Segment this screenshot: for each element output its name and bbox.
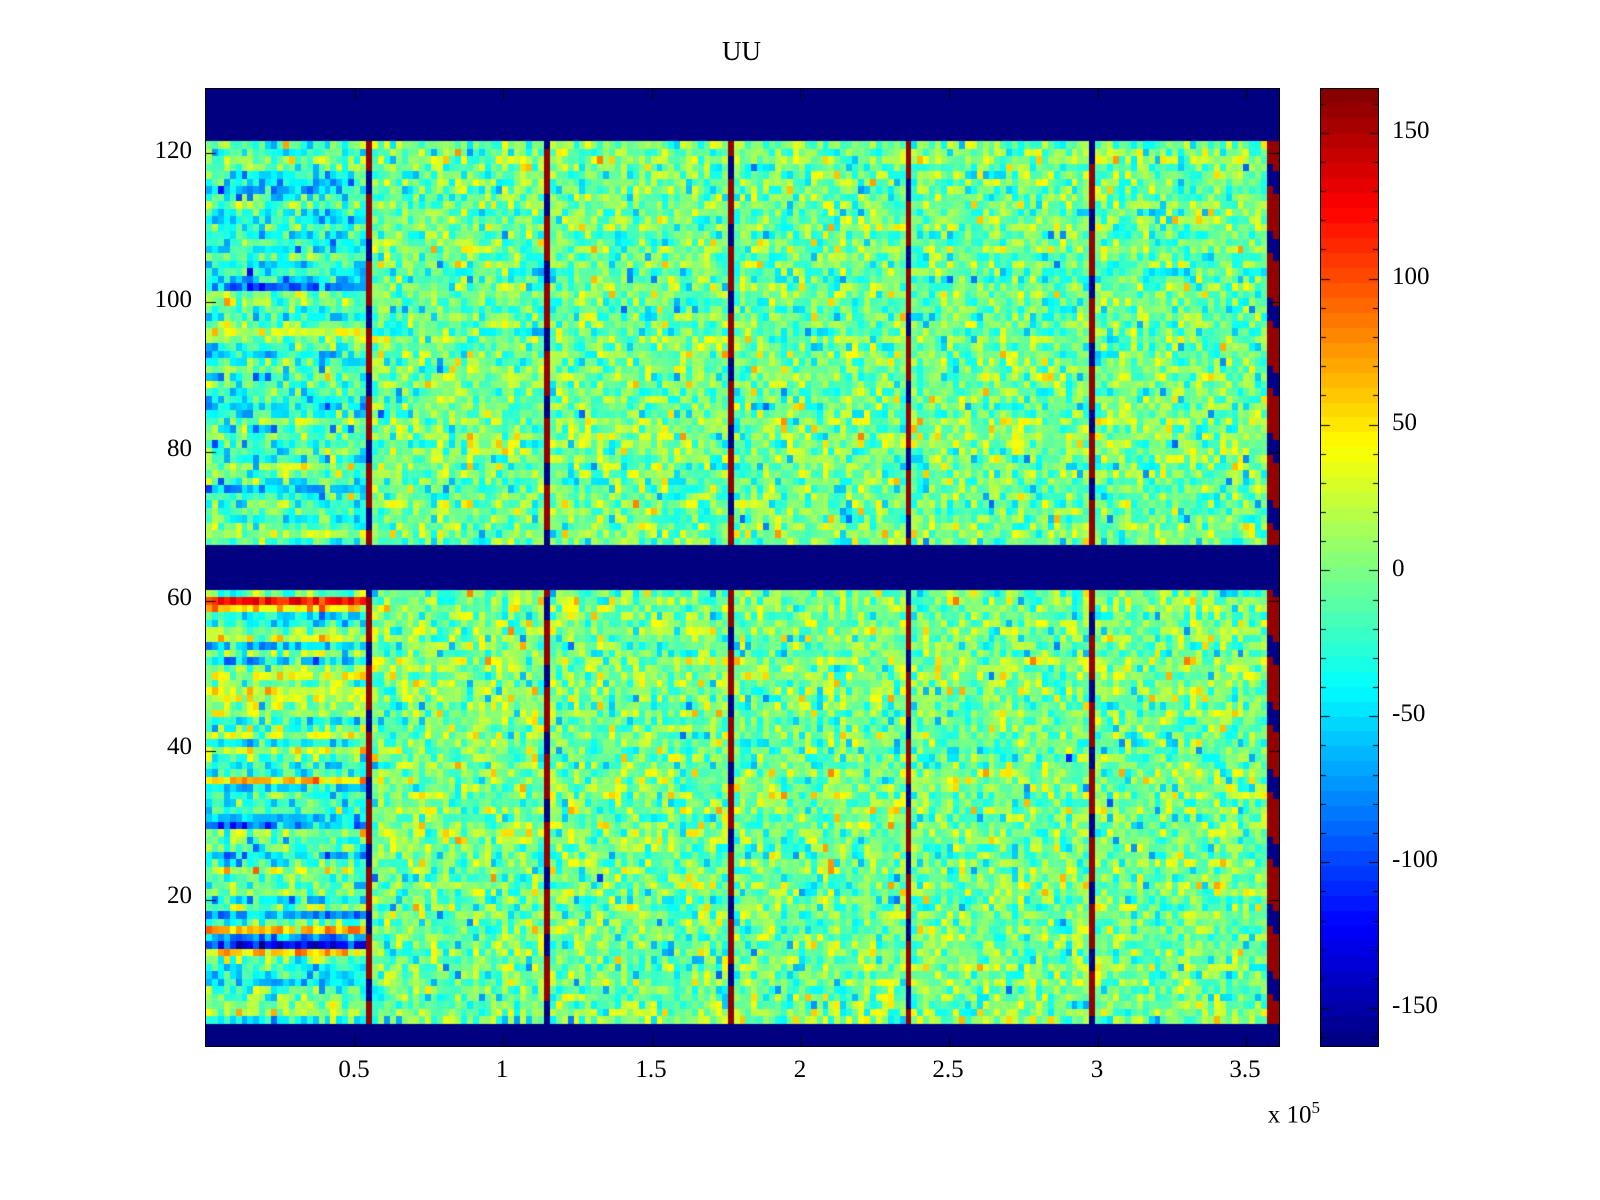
x-tick-label-25: 2.5 <box>932 1056 964 1083</box>
colorbar-canvas <box>1321 89 1378 1046</box>
x-tick-label-05: 0.5 <box>338 1056 370 1083</box>
x-tick-label-35: 3.5 <box>1229 1056 1261 1083</box>
y-tick-label-100: 100 <box>154 286 193 313</box>
x-tick-label-2: 2 <box>793 1056 807 1083</box>
colorbar-tick-label-m50: -50 <box>1392 700 1426 727</box>
colorbar-tick-label-0: 0 <box>1392 555 1405 582</box>
x-tick-label-3: 3 <box>1090 1056 1104 1083</box>
heatmap-canvas <box>206 89 1279 1046</box>
colorbar-tick-label-m150: -150 <box>1392 992 1438 1019</box>
x-tick-label-1: 1 <box>495 1056 509 1083</box>
colorbar-tick-label-150: 150 <box>1392 117 1430 144</box>
x-axis-exponent: x 105 <box>1200 1098 1320 1129</box>
chart-title: UU <box>722 36 761 66</box>
y-tick-label-80: 80 <box>167 435 192 462</box>
plot-area <box>205 88 1280 1047</box>
x-tick-label-15: 1.5 <box>635 1056 667 1083</box>
colorbar-tick-label-100: 100 <box>1392 263 1430 290</box>
y-tick-label-20: 20 <box>167 882 192 909</box>
colorbar-tick-label-m100: -100 <box>1392 846 1438 873</box>
y-tick-label-60: 60 <box>167 584 192 611</box>
y-tick-label-120: 120 <box>154 137 193 164</box>
x-axis-exponent-power: 5 <box>1311 1098 1321 1117</box>
colorbar <box>1320 88 1379 1047</box>
x-axis-exponent-base: x 10 <box>1267 1101 1312 1129</box>
colorbar-tick-label-50: 50 <box>1392 409 1417 436</box>
y-tick-label-40: 40 <box>167 733 192 760</box>
